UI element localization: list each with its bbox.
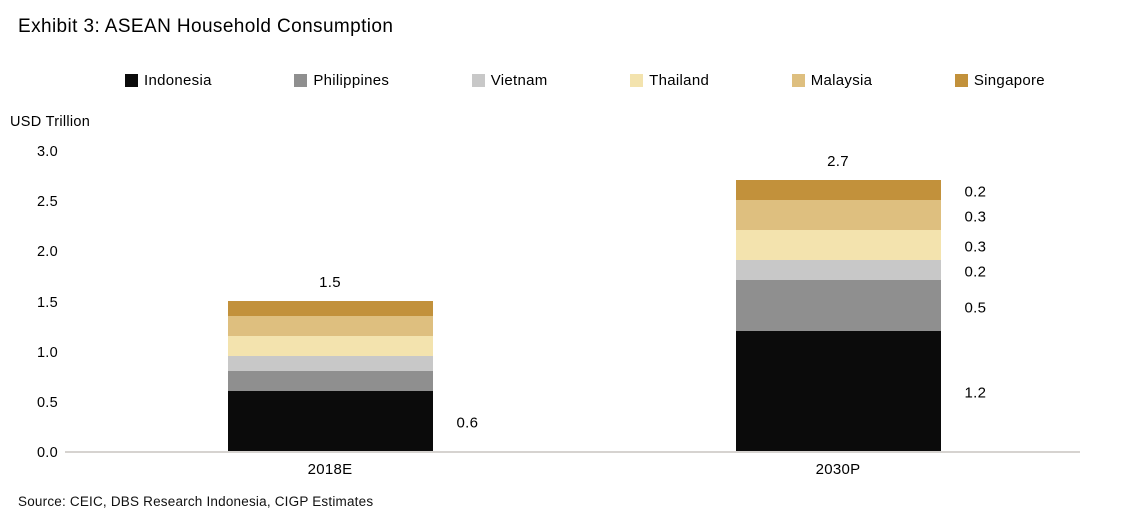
- y-tick-label: 2.0: [36, 244, 58, 261]
- chart-title: Exhibit 3: ASEAN Household Consumption: [18, 16, 394, 37]
- legend-label: Indonesia: [144, 72, 212, 89]
- source-note: Source: CEIC, DBS Research Indonesia, CI…: [18, 494, 374, 509]
- segment-malaysia: [735, 200, 941, 231]
- x-axis-line: [65, 451, 1080, 453]
- bar-2030p: [735, 180, 941, 451]
- y-tick-label: 3.0: [36, 144, 58, 160]
- y-tick-label: 2.5: [36, 194, 58, 211]
- segment-value-label: 0.5: [964, 299, 987, 317]
- legend-item-singapore: Singapore: [954, 72, 1045, 89]
- segment-malaysia: [227, 315, 433, 336]
- segment-value-label: 0.3: [964, 208, 987, 226]
- segment-value-label: 0.2: [964, 183, 987, 201]
- segment-thailand: [735, 230, 941, 261]
- legend-label: Vietnam: [490, 72, 548, 89]
- segment-singapore: [227, 300, 433, 316]
- bar-total-label: 1.5: [319, 273, 341, 291]
- y-tick-label: 0.5: [36, 394, 58, 411]
- legend-label: Malaysia: [810, 72, 873, 89]
- legend-item-malaysia: Malaysia: [791, 72, 873, 89]
- bar-total-label: 2.7: [827, 153, 849, 171]
- x-axis-label: 2030P: [815, 461, 861, 478]
- legend-item-indonesia: Indonesia: [125, 72, 212, 89]
- y-tick-label: 1.5: [36, 294, 58, 311]
- legend-swatch-icon: [954, 74, 968, 87]
- legend-item-vietnam: Vietnam: [471, 72, 548, 89]
- legend-swatch-icon: [125, 74, 138, 87]
- segment-vietnam: [735, 260, 941, 281]
- segment-indonesia: [227, 390, 433, 451]
- bar-2018e: [227, 300, 433, 451]
- y-tick-label: 1.0: [36, 344, 58, 361]
- segment-value-label: 0.6: [456, 414, 479, 432]
- legend-item-philippines: Philippines: [294, 72, 389, 89]
- y-axis-title: USD Trillion: [10, 114, 91, 130]
- legend-label: Thailand: [649, 72, 710, 89]
- segment-value-label: 0.3: [964, 238, 987, 256]
- legend-swatch-icon: [294, 74, 308, 87]
- segment-value-label: 1.2: [964, 384, 987, 402]
- legend-swatch-icon: [630, 74, 644, 87]
- segment-value-label: 0.2: [964, 263, 987, 281]
- legend-item-thailand: Thailand: [630, 72, 709, 89]
- segment-singapore: [735, 180, 941, 201]
- segment-philippines: [227, 370, 433, 391]
- legend-swatch-icon: [471, 74, 485, 87]
- segment-indonesia: [735, 330, 941, 451]
- legend-swatch-icon: [791, 74, 805, 87]
- segment-vietnam: [227, 355, 433, 371]
- legend-label: Philippines: [313, 72, 390, 89]
- y-tick-label: 0.0: [36, 445, 58, 461]
- segment-thailand: [227, 335, 433, 356]
- legend-label: Singapore: [973, 72, 1045, 89]
- legend: Indonesia Philippines Vietnam Thailand Malay…: [125, 72, 1045, 89]
- segment-philippines: [735, 280, 941, 331]
- plot-area: 0.6 1.5 2018E 1.2 0.5 0.2 0.3 0.3 0.2 2.7 2030P: [65, 152, 1080, 478]
- x-axis-label: 2018E: [307, 461, 353, 478]
- y-axis-ticks: 0.0 0.5 1.0 1.5 2.0 2.5 3.0: [14, 144, 58, 461]
